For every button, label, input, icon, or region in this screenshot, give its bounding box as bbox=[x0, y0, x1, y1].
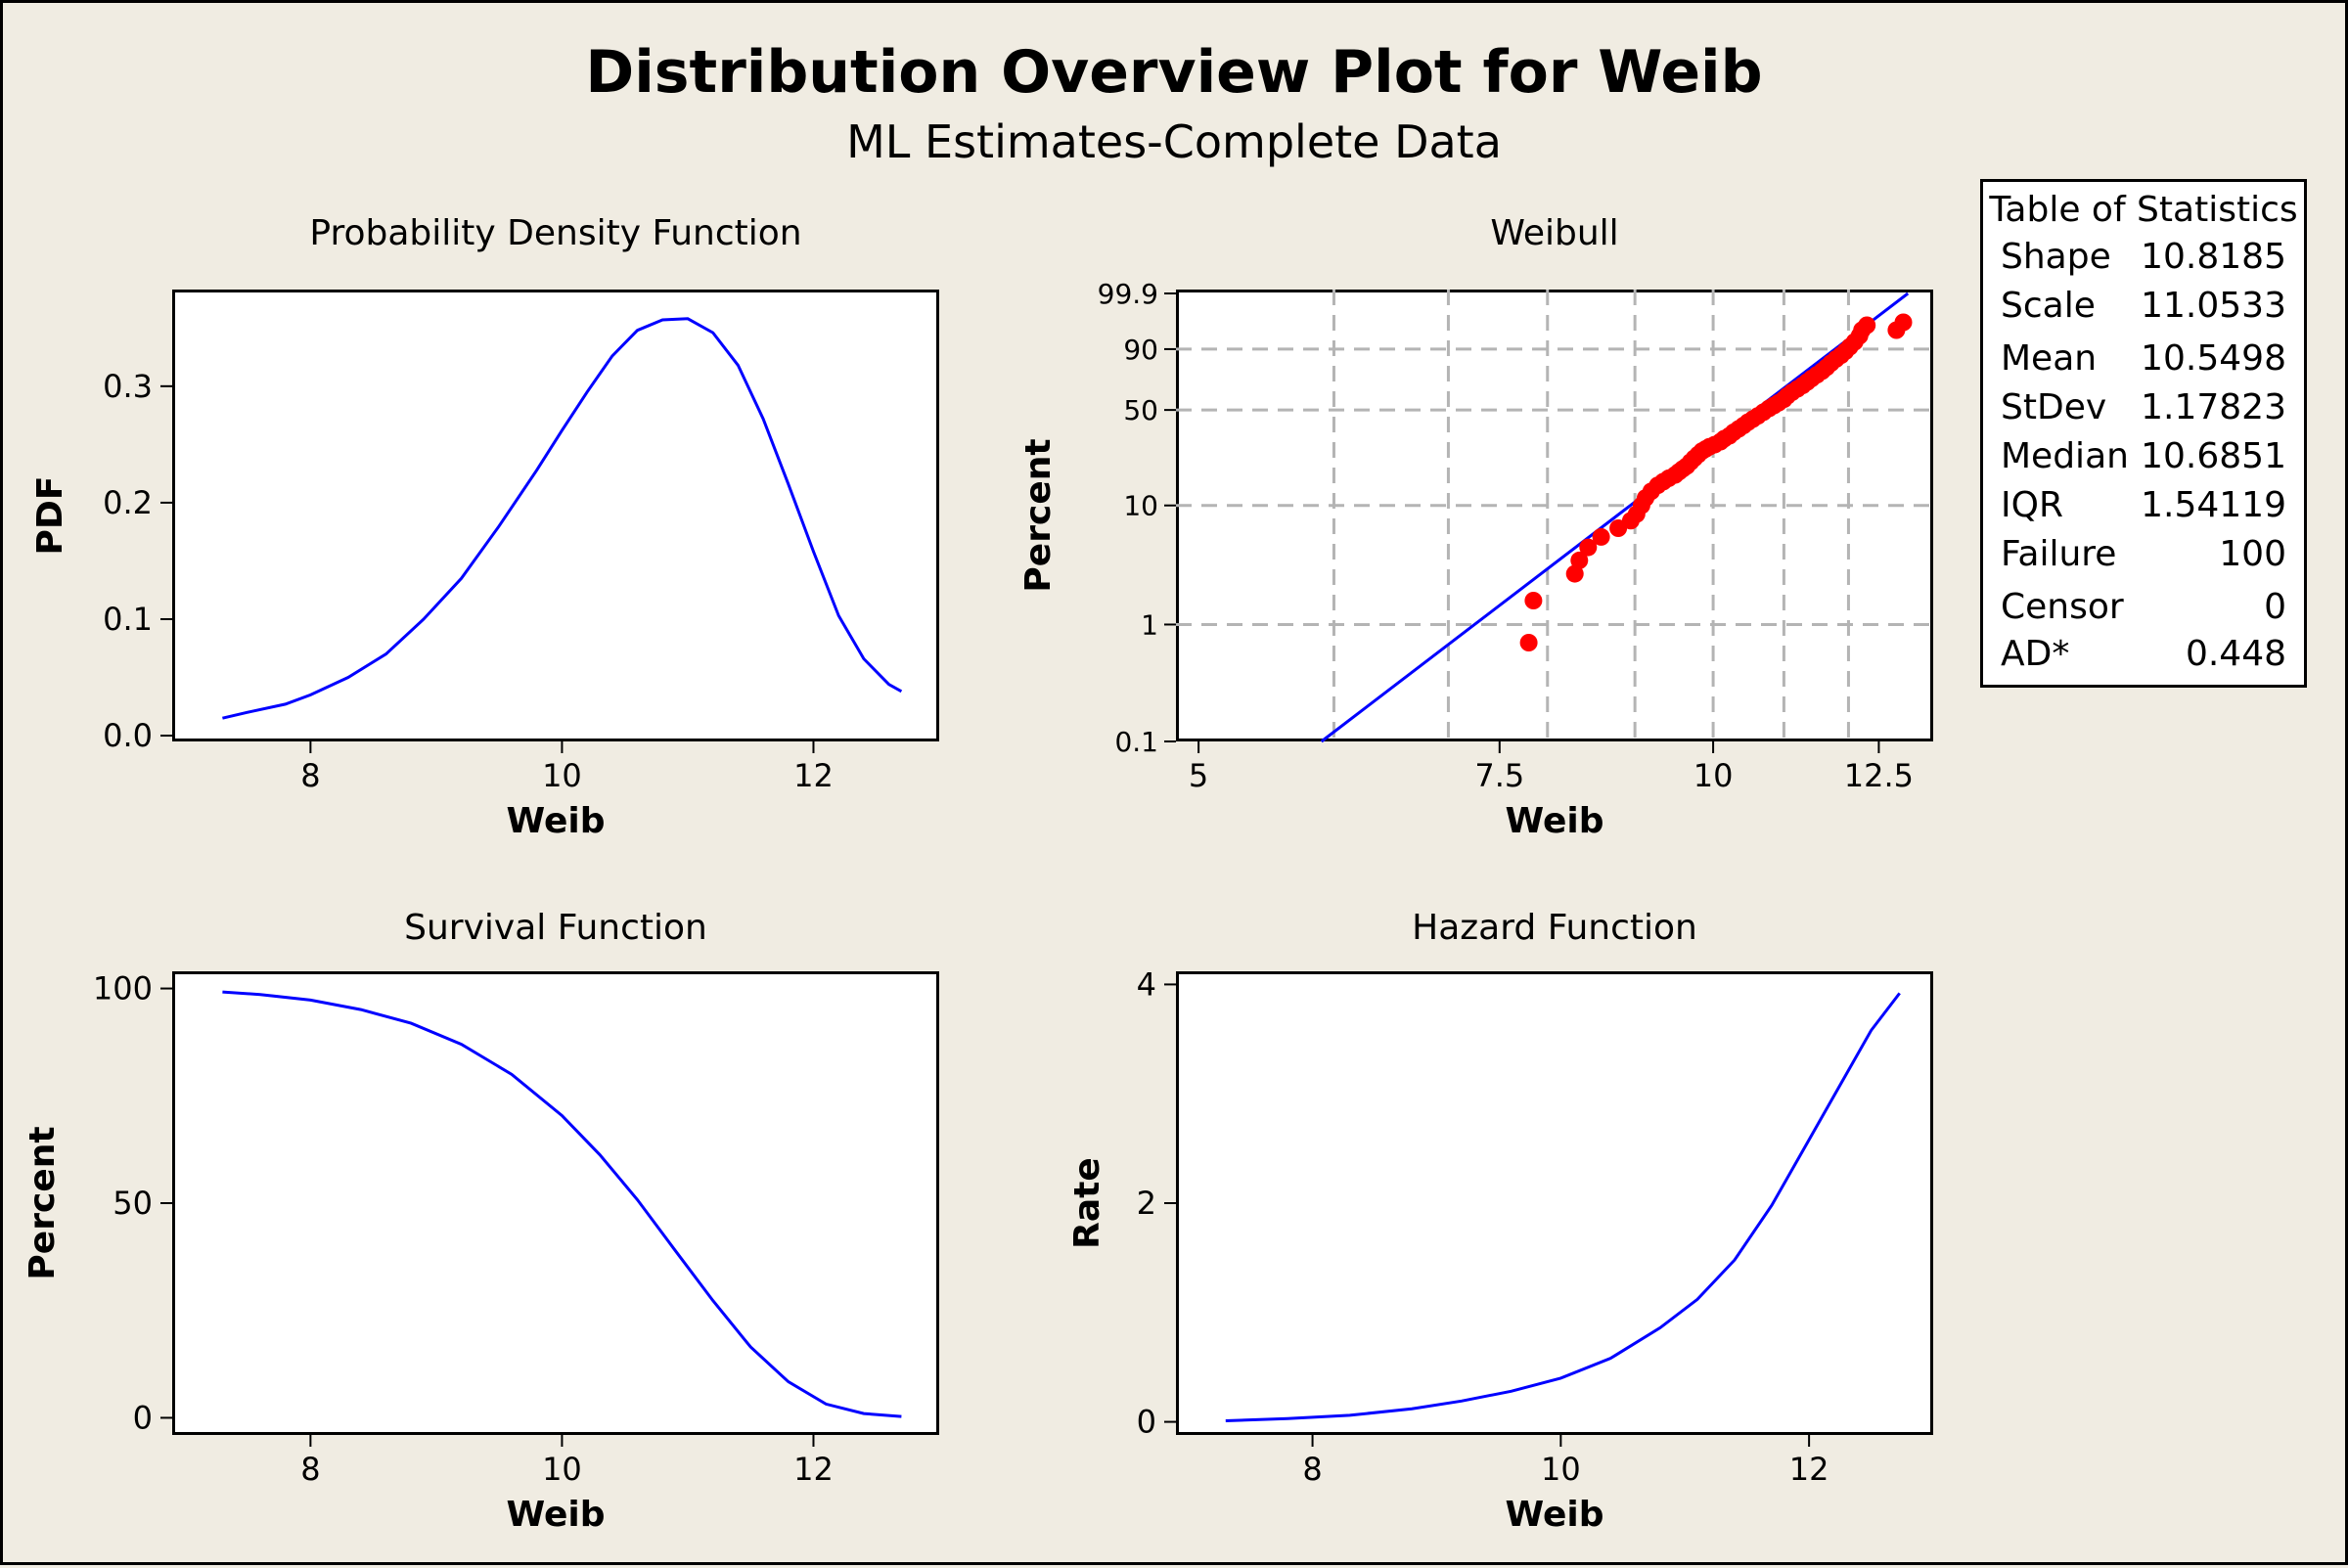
stats-value: 10.5498 bbox=[2141, 338, 2286, 379]
data-point bbox=[1858, 316, 1876, 335]
stats-label: StDev bbox=[2001, 387, 2107, 427]
x-axis-label: Weib bbox=[1506, 801, 1604, 841]
figure-subtitle: ML Estimates-Complete Data bbox=[846, 115, 1502, 168]
hazard-chart: 8 10 12 0 2 4 Weib Rate bbox=[1067, 965, 1901, 1535]
stats-row: Shape 10.8185 bbox=[2001, 237, 2286, 280]
stats-table-title: Table of Statistics bbox=[1989, 190, 2298, 230]
stats-value: 1.54119 bbox=[2141, 485, 2286, 525]
stats-value: 10.6851 bbox=[2141, 436, 2286, 476]
y-tick-label: 0 bbox=[133, 1399, 153, 1436]
data-point bbox=[1524, 592, 1543, 609]
stats-label: Failure bbox=[2001, 534, 2117, 574]
hazard-plot-area bbox=[1176, 971, 1933, 1435]
y-tick-label: 1 bbox=[1141, 608, 1158, 641]
y-tick-label: 0.1 bbox=[1114, 726, 1158, 758]
x-tick-label: 12.5 bbox=[1844, 757, 1914, 794]
x-tick-label: 8 bbox=[300, 757, 320, 794]
survival-plot-area bbox=[172, 971, 939, 1435]
stats-row: Mean 10.5498 bbox=[2001, 338, 2286, 381]
stats-table: Table of Statistics Shape 10.8185 Scale … bbox=[1980, 179, 2307, 688]
stats-row: Failure 100 bbox=[2001, 534, 2286, 577]
x-axis-label: Weib bbox=[507, 801, 606, 841]
hazard-panel-title: Hazard Function bbox=[1412, 908, 1697, 948]
y-tick-label: 0.2 bbox=[103, 484, 153, 521]
stats-value: 100 bbox=[2219, 534, 2286, 574]
stats-row: IQR 1.54119 bbox=[2001, 485, 2286, 528]
x-tick-label: 8 bbox=[1302, 1451, 1322, 1488]
stats-value: 0.448 bbox=[2185, 634, 2286, 674]
x-tick-label: 10 bbox=[1541, 1451, 1581, 1488]
y-axis-label: PDF bbox=[30, 476, 70, 556]
stats-label: IQR bbox=[2001, 485, 2063, 525]
x-tick-label: 12 bbox=[1789, 1451, 1829, 1488]
stats-label: Mean bbox=[2001, 338, 2098, 379]
y-tick-label: 0 bbox=[1137, 1404, 1156, 1441]
stats-label: Censor bbox=[2001, 587, 2124, 627]
y-axis-label: Rate bbox=[1067, 1157, 1107, 1249]
y-tick-label: 50 bbox=[113, 1185, 153, 1222]
stats-label: Scale bbox=[2001, 286, 2096, 326]
x-tick-label: 8 bbox=[300, 1451, 320, 1488]
y-tick-label: 0.3 bbox=[103, 368, 153, 405]
y-axis-label: Percent bbox=[23, 1126, 63, 1279]
x-tick-label: 12 bbox=[793, 757, 834, 794]
data-point bbox=[1565, 564, 1584, 583]
weibull-plot-area bbox=[1176, 290, 1933, 741]
y-tick-label: 2 bbox=[1137, 1185, 1156, 1222]
x-tick-label: 10 bbox=[1693, 757, 1734, 794]
data-point bbox=[1570, 551, 1589, 569]
x-tick-label: 5 bbox=[1189, 757, 1208, 794]
pdf-plot-area bbox=[172, 290, 939, 741]
survival-chart: 8 10 12 0 50 100 Weib Percent bbox=[23, 970, 902, 1535]
data-point bbox=[1519, 634, 1538, 651]
stats-label: AD* bbox=[2001, 634, 2070, 674]
data-point bbox=[1579, 538, 1598, 557]
x-axis-label: Weib bbox=[1506, 1495, 1604, 1535]
series-line bbox=[1225, 992, 1901, 1422]
survival-panel-title: Survival Function bbox=[404, 908, 707, 948]
x-tick-label: 7.5 bbox=[1474, 757, 1524, 794]
y-tick-label: 90 bbox=[1123, 334, 1158, 366]
stats-row: Censor 0 bbox=[2001, 587, 2286, 630]
x-tick-label: 10 bbox=[542, 1451, 582, 1488]
stats-value: 11.0533 bbox=[2141, 286, 2286, 326]
fit-line bbox=[1320, 291, 1910, 743]
weibull-panel-title: Weibull bbox=[1490, 213, 1619, 253]
y-tick-label: 50 bbox=[1123, 394, 1158, 426]
stats-row: StDev 1.17823 bbox=[2001, 387, 2286, 430]
y-tick-label: 10 bbox=[1123, 490, 1158, 522]
pdf-chart: 8 10 12 0.0 0.1 0.2 0.3 Weib PDF bbox=[30, 317, 903, 841]
y-tick-label: 100 bbox=[93, 970, 153, 1008]
x-tick-label: 12 bbox=[793, 1451, 834, 1488]
series-line bbox=[222, 990, 902, 1418]
x-axis-label: Weib bbox=[507, 1495, 606, 1535]
stats-label: Median bbox=[2001, 436, 2129, 476]
stats-value: 10.8185 bbox=[2141, 237, 2286, 277]
pdf-panel-title: Probability Density Function bbox=[309, 213, 802, 253]
stats-label: Shape bbox=[2001, 237, 2111, 277]
y-axis-label: Percent bbox=[1018, 438, 1059, 592]
y-tick-label: 4 bbox=[1137, 965, 1156, 1003]
figure-title: Distribution Overview Plot for Weib bbox=[585, 38, 1763, 107]
y-tick-label: 99.9 bbox=[1098, 278, 1158, 310]
series-line bbox=[222, 317, 903, 720]
data-point bbox=[1894, 313, 1913, 332]
y-tick-label: 0.1 bbox=[103, 601, 153, 638]
stats-value: 1.17823 bbox=[2141, 387, 2286, 427]
y-tick-label: 0.0 bbox=[103, 717, 153, 754]
stats-value: 0 bbox=[2264, 587, 2286, 627]
x-tick-label: 10 bbox=[542, 757, 582, 794]
stats-row: AD* 0.448 bbox=[2001, 634, 2286, 677]
stats-row: Scale 11.0533 bbox=[2001, 286, 2286, 329]
stats-row: Median 10.6851 bbox=[2001, 436, 2286, 479]
weibull-chart: 5 7.5 10 12.5 0.1 1 10 50 90 99.9 Weib Percent bbox=[1018, 278, 1933, 841]
data-point bbox=[1592, 527, 1610, 546]
